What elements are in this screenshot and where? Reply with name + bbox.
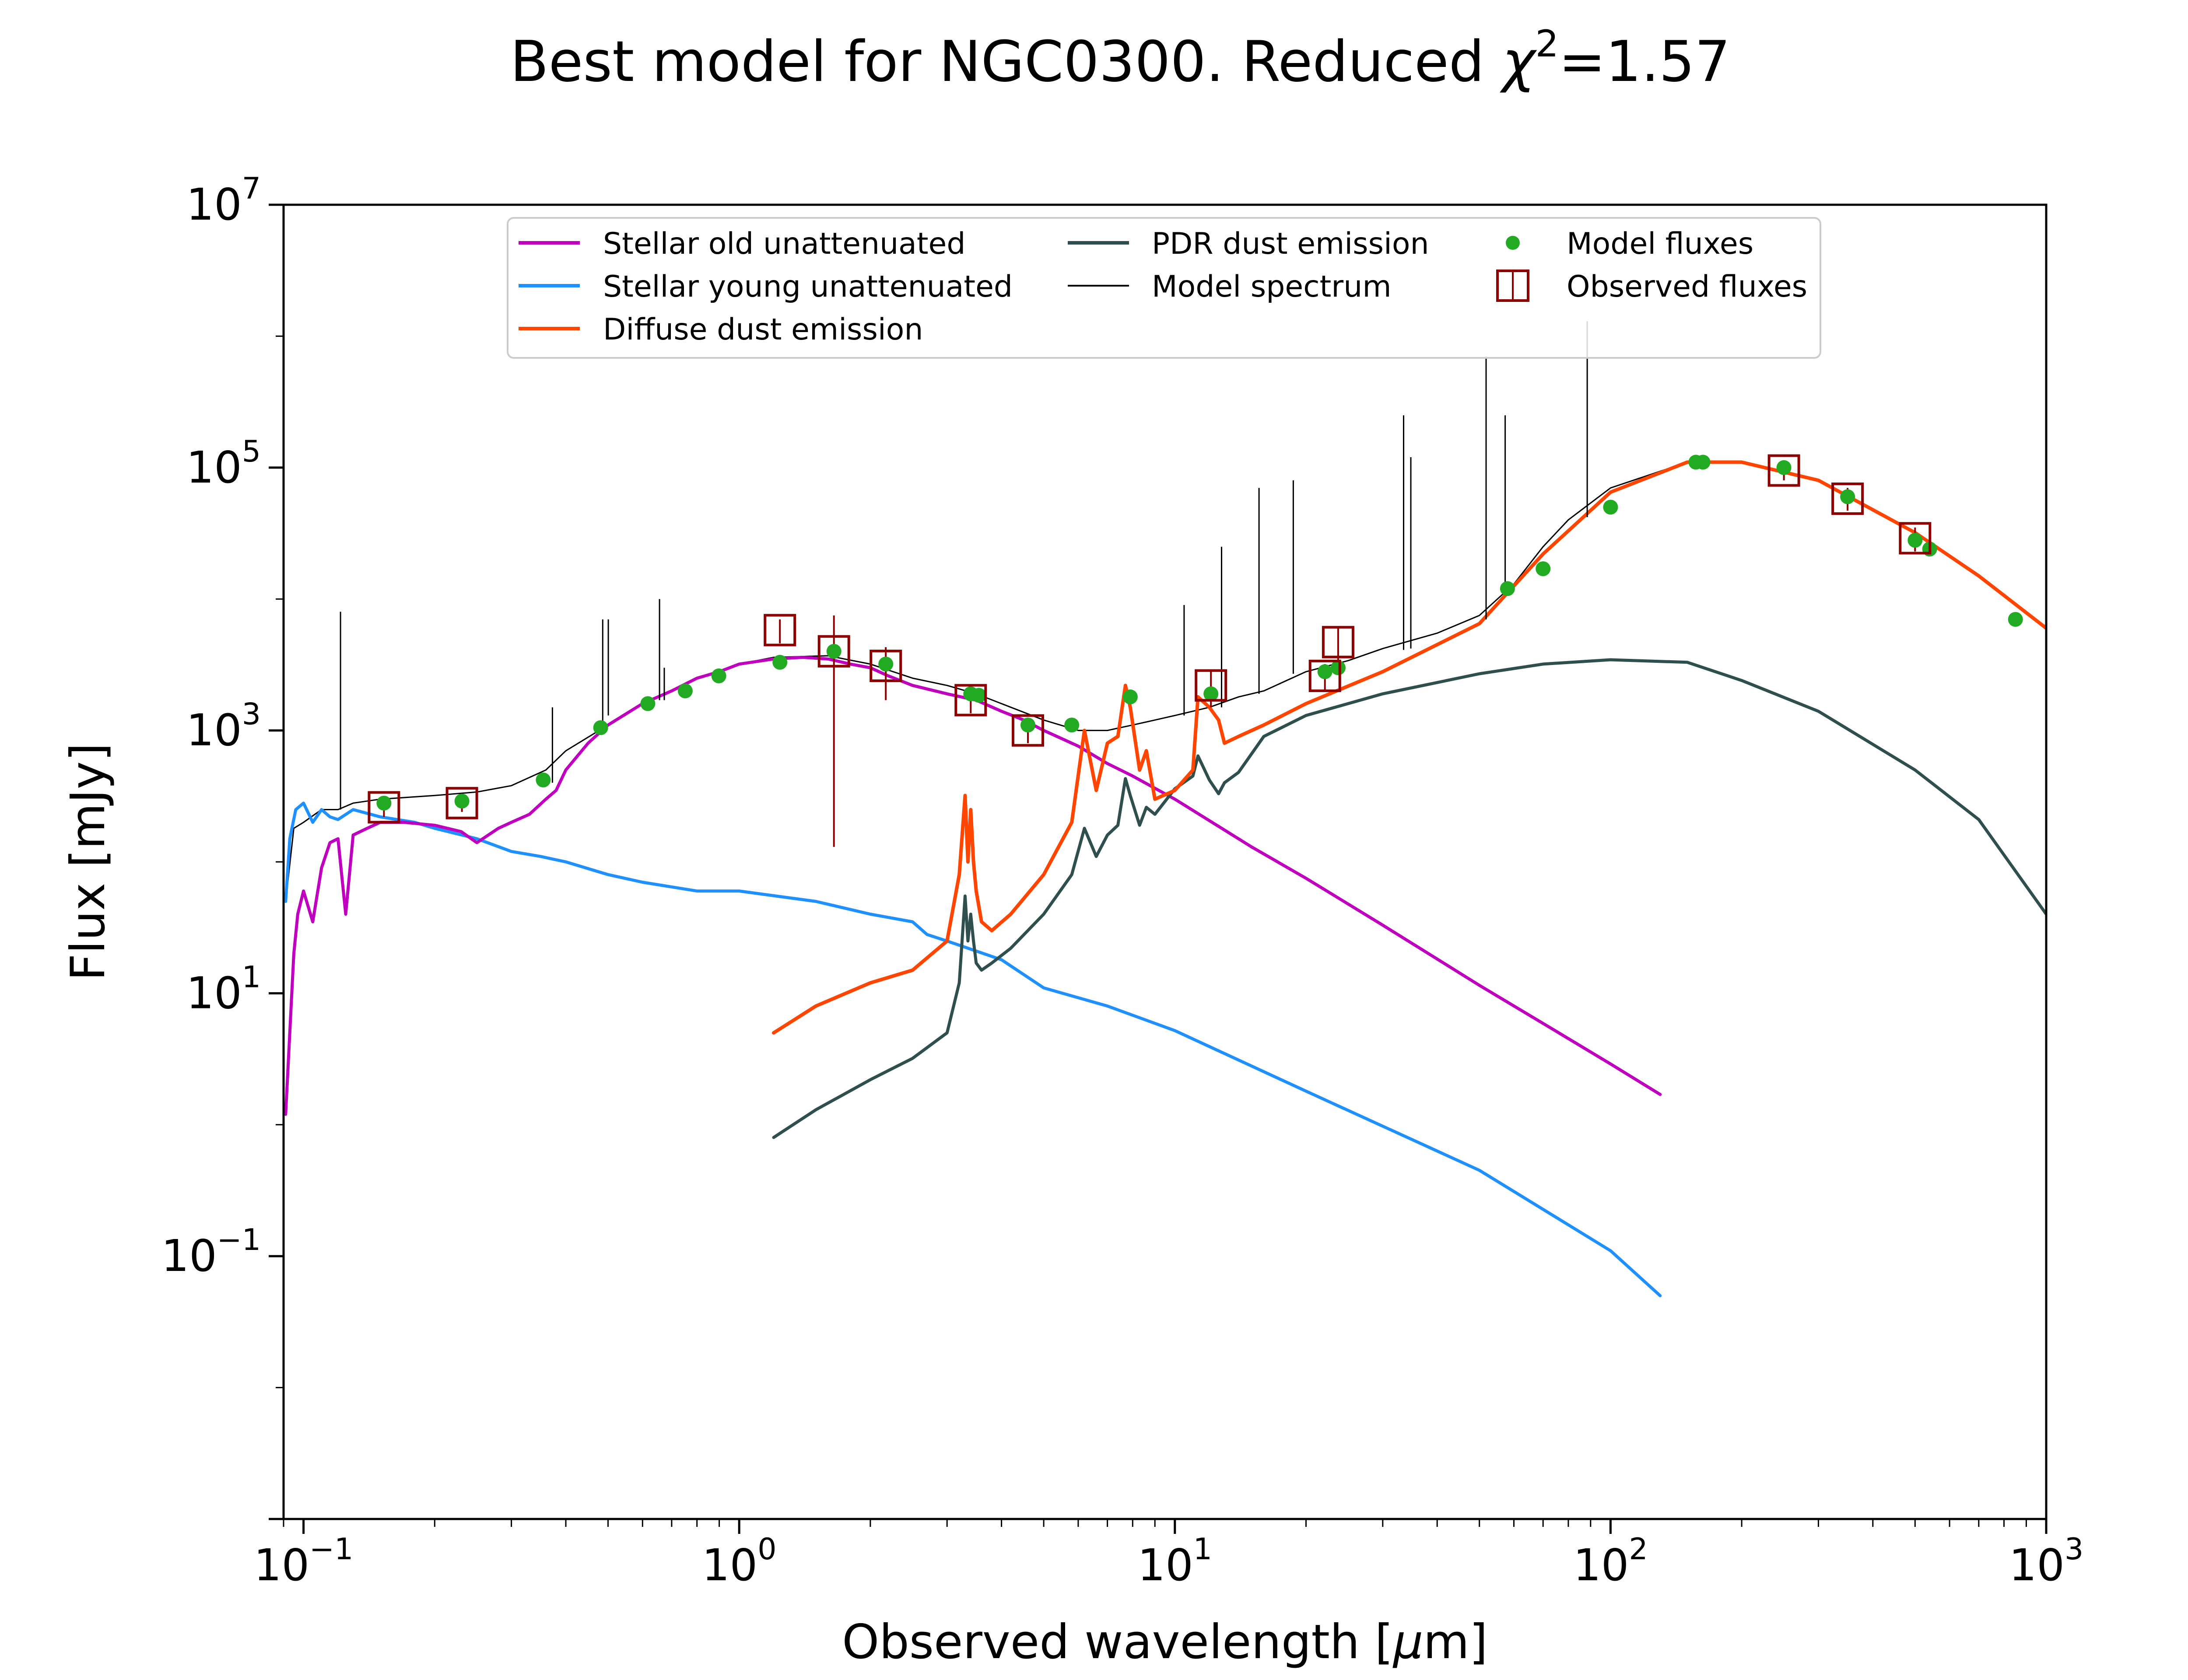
x-axis-tick-labels: 10−1 100 101 102 103 xyxy=(254,1532,2083,1591)
x-tick-label: 10−1 xyxy=(254,1532,354,1591)
y-tick-label: 10−1 xyxy=(161,1223,261,1281)
title-chi: χ xyxy=(1500,29,1537,94)
title-prefix: Best model for NGC0300. Reduced xyxy=(510,29,1502,94)
model-flux-point xyxy=(1536,561,1551,576)
x-tick-label: 103 xyxy=(2009,1532,2084,1591)
x-axis-ticks xyxy=(283,1519,2048,1534)
model-flux-point xyxy=(1317,664,1332,679)
observed-flux-marker xyxy=(1322,626,1354,658)
y-tick-label: 105 xyxy=(186,434,261,493)
x-tick-label: 102 xyxy=(1573,1532,1648,1591)
model-flux-point xyxy=(1020,718,1035,733)
legend-label-model-fluxes: Model fluxes xyxy=(1567,227,1753,261)
legend-entry-model-fluxes: Model fluxes xyxy=(1506,227,1753,261)
model-flux-point xyxy=(1776,460,1792,475)
legend-entry-model-spectrum: Model spectrum xyxy=(1068,270,1392,304)
observed-flux-marker xyxy=(817,635,850,668)
chart-title: Best model for NGC0300. Reduced χ2=1.57 xyxy=(510,22,1730,94)
model-flux-point xyxy=(826,644,842,659)
legend-entry-stellar-old: Stellar old unattenuated xyxy=(519,227,966,261)
legend-label-diffuse-dust: Diffuse dust emission xyxy=(603,312,923,347)
model-flux-point xyxy=(711,668,726,683)
observed-flux-marker xyxy=(1012,714,1044,747)
legend-label-model-spectrum: Model spectrum xyxy=(1152,270,1392,304)
observed-flux-marker xyxy=(870,650,902,682)
observed-flux-marker xyxy=(1899,522,1932,555)
legend-entry-stellar-young: Stellar young unattenuated xyxy=(519,270,1013,304)
model-flux-point xyxy=(1122,689,1138,704)
model-flux-point xyxy=(593,720,608,735)
model-flux-point xyxy=(772,654,788,670)
observed-flux-marker xyxy=(1767,454,1800,487)
model-flux-point xyxy=(1330,660,1346,676)
y-axis-label: Flux [mJy] xyxy=(61,743,116,981)
model-flux-point xyxy=(536,772,551,788)
legend-entry-pdr-dust: PDR dust emission xyxy=(1068,227,1429,261)
series-line-stellar-young-unattenuated xyxy=(284,802,1662,1298)
legend-label-stellar-old: Stellar old unattenuated xyxy=(603,227,966,261)
legend-entry-observed-fluxes: Observed fluxes xyxy=(1496,270,1807,304)
observed-flux-marker xyxy=(368,791,400,824)
model-flux-point xyxy=(2008,612,2023,627)
x-axis-label-prefix: Observed wavelength [ xyxy=(842,1615,1393,1670)
y-tick-label: 107 xyxy=(186,172,261,230)
legend-label-pdr-dust: PDR dust emission xyxy=(1152,227,1429,261)
model-flux-point xyxy=(640,696,656,711)
model-flux-point xyxy=(1500,581,1515,596)
model-fluxes-layer xyxy=(376,455,2023,811)
model-flux-point xyxy=(1603,500,1618,515)
emission-lines-layer xyxy=(340,321,1588,810)
observed-fluxes-layer xyxy=(368,454,1932,824)
legend-label-observed-fluxes: Observed fluxes xyxy=(1567,270,1807,304)
legend-label-stellar-young: Stellar young unattenuated xyxy=(603,270,1013,304)
title-suffix: =1.57 xyxy=(1559,29,1730,94)
observed-flux-marker xyxy=(1195,669,1227,702)
model-flux-point xyxy=(1840,489,1855,504)
model-flux-point xyxy=(1695,455,1711,470)
legend-frame xyxy=(507,217,1821,359)
model-flux-point xyxy=(454,794,470,809)
observed-flux-marker xyxy=(954,684,987,717)
model-flux-point xyxy=(971,688,986,703)
y-axis-ticks xyxy=(269,203,284,1520)
y-tick-label: 101 xyxy=(186,960,261,1018)
legend: Stellar old unattenuated Stellar young u… xyxy=(507,217,1821,359)
model-flux-point xyxy=(1907,532,1923,548)
y-axis-tick-labels: 10−1 101 103 105 107 xyxy=(161,172,261,1281)
x-axis-label-suffix: m] xyxy=(1423,1615,1487,1670)
observed-flux-marker xyxy=(1308,659,1341,692)
x-axis-label-mu: μ xyxy=(1392,1615,1424,1670)
model-flux-point xyxy=(1203,686,1219,701)
series-line-stellar-old-unattenuated xyxy=(284,656,1662,1116)
model-flux-point xyxy=(677,683,693,699)
legend-marker-model-fluxes xyxy=(1506,236,1520,250)
title-power: 2 xyxy=(1535,22,1558,65)
plot-content xyxy=(284,321,2046,1298)
observed-flux-marker xyxy=(764,614,796,647)
model-flux-point xyxy=(878,656,894,672)
y-tick-label: 103 xyxy=(186,697,261,756)
legend-entry-diffuse-dust: Diffuse dust emission xyxy=(519,312,923,347)
series-line-diffuse-dust-emission xyxy=(772,460,2046,1035)
model-flux-point xyxy=(1064,718,1080,733)
series-line-pdr-dust-emission xyxy=(772,658,2046,1139)
x-tick-label: 100 xyxy=(702,1532,777,1591)
observed-flux-marker xyxy=(445,787,478,819)
x-axis-label: Observed wavelength [μm] xyxy=(842,1615,1488,1670)
model-flux-point xyxy=(376,795,392,811)
x-tick-label: 101 xyxy=(1138,1532,1213,1591)
observed-flux-marker xyxy=(1831,482,1864,515)
